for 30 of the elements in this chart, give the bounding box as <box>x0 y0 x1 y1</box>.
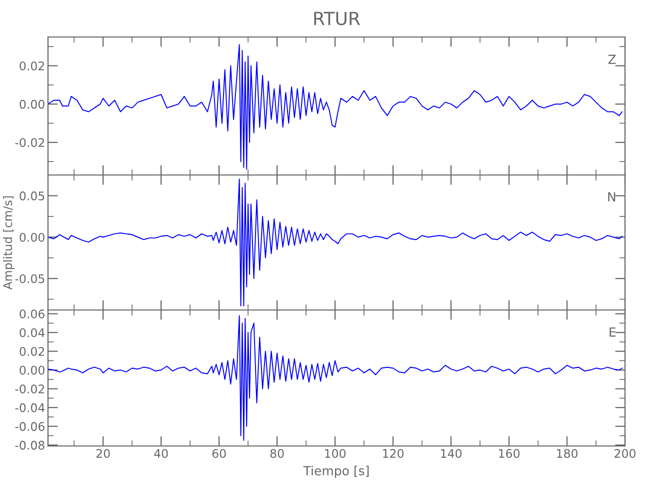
y-axis-title: Amplitud [cm/s] <box>3 196 14 290</box>
y-tick-label: -0.08 <box>15 440 44 450</box>
y-tick-label: -0.06 <box>15 422 44 431</box>
x-tick-label: 100 <box>325 448 346 458</box>
y-tick-label: 0.04 <box>20 328 45 338</box>
y-tick-label: 0.02 <box>20 346 44 356</box>
x-tick-label: 20 <box>96 448 110 458</box>
y-tick-label: -0.02 <box>15 138 44 148</box>
y-tick-label: -0.05 <box>15 274 44 284</box>
annotation: N <box>608 192 616 202</box>
y-tick-label: -0.02 <box>15 384 44 394</box>
y-tick-label: 0.05 <box>20 191 44 200</box>
x-tick-label: 60 <box>212 448 226 458</box>
x-tick-label: 80 <box>270 448 284 458</box>
x-tick-label: 40 <box>154 448 168 458</box>
y-tick-label: 0.00 <box>20 366 44 375</box>
x-tick-label: 200 <box>614 448 636 458</box>
x-tick-label: 160 <box>499 448 520 458</box>
x-tick-label: 140 <box>441 448 462 458</box>
y-tick-label: -0.04 <box>15 403 45 412</box>
x-axis-title: Tiempo [s] <box>303 466 369 478</box>
x-tick-label: 180 <box>557 448 578 458</box>
annotation: E <box>610 327 616 337</box>
chart-title: RTUR <box>314 12 360 26</box>
x-tick-label: 120 <box>383 448 404 458</box>
y-tick-label: 0.00 <box>20 232 44 242</box>
y-tick-label: 0.00 <box>20 100 44 109</box>
annotation: Z <box>608 54 616 64</box>
y-tick-label: 0.02 <box>20 61 44 70</box>
y-tick-label: 0.06 <box>20 309 44 318</box>
